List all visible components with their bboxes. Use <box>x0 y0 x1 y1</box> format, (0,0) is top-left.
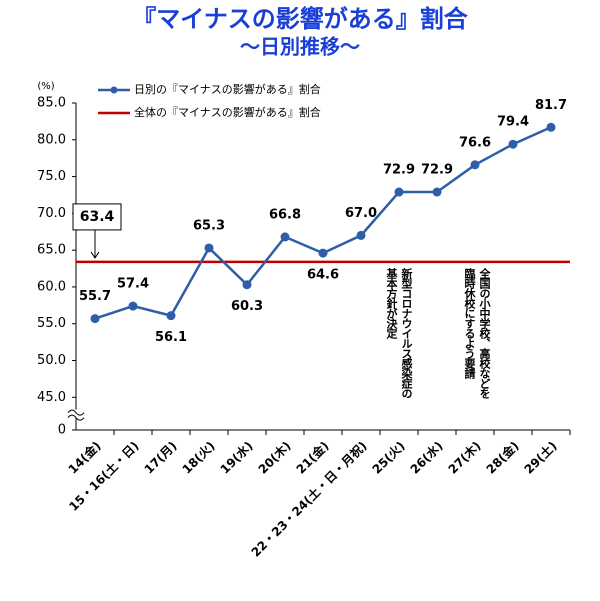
x-tick-label: 25(火) <box>370 439 408 477</box>
y-unit: (%) <box>37 81 54 92</box>
y-tick-label: 55.0 <box>37 316 66 331</box>
data-point <box>356 230 366 240</box>
x-tick-label: 26(水) <box>407 438 446 477</box>
data-label: 57.4 <box>117 277 149 292</box>
data-label: 72.9 <box>421 163 453 178</box>
data-label: 81.7 <box>535 98 567 113</box>
x-tick-label: 17(月) <box>142 439 180 477</box>
x-tick-label: 19(水) <box>217 438 256 477</box>
x-tick-label: 28(金) <box>483 438 522 477</box>
data-point <box>394 187 404 197</box>
chart-title: 『マイナスの影響がある』割合 <box>132 5 469 33</box>
data-label: 66.8 <box>269 207 301 222</box>
data-point <box>242 280 252 290</box>
x-tick-label: 14(金) <box>65 438 104 477</box>
legend: 日別の『マイナスの影響がある』割合 全体の『マイナスの影響がある』割合 <box>98 82 321 119</box>
x-tick-label: 20(木) <box>255 438 294 477</box>
y-tick-label: 70.0 <box>37 206 66 221</box>
y-tick-label: 75.0 <box>37 169 66 184</box>
data-label: 65.3 <box>193 218 225 233</box>
annotation: 新型コロナウイルス感染症の <box>400 267 413 399</box>
data-label: 67.0 <box>345 206 377 221</box>
callout-box <box>72 203 122 231</box>
data-point <box>546 122 556 132</box>
x-tick-label: 15・16(土・日) <box>66 438 142 514</box>
data-point <box>508 139 518 149</box>
data-point <box>432 187 442 197</box>
data-label: 76.6 <box>459 135 491 150</box>
data-label: 56.1 <box>155 330 187 345</box>
data-label: 55.7 <box>79 289 111 304</box>
x-tick-label: 29(土) <box>521 438 560 477</box>
data-point <box>166 311 176 321</box>
x-tick-label: 21(金) <box>293 438 332 477</box>
y-tick-label: 0 <box>58 423 66 438</box>
y-tick-label: 45.0 <box>37 390 66 405</box>
y-tick-label: 50.0 <box>37 353 66 368</box>
y-tick-label: 80.0 <box>37 132 66 147</box>
axis-break <box>67 409 85 421</box>
data-label: 79.4 <box>497 115 529 130</box>
x-tick-label: 18(火) <box>180 439 218 477</box>
data-point <box>280 232 290 242</box>
annotation: 全国の小中学校、高校などを <box>478 267 492 400</box>
legend-label: 全体の『マイナスの影響がある』割合 <box>134 105 321 119</box>
callout-arrow <box>90 229 100 259</box>
data-point <box>90 314 100 324</box>
axis-break <box>68 409 84 418</box>
legend-marker <box>110 86 118 94</box>
data-label: 72.9 <box>383 163 415 178</box>
data-point <box>204 243 214 253</box>
data-label: 64.6 <box>307 268 339 283</box>
callout-label: 63.4 <box>80 209 115 225</box>
data-point <box>318 248 328 258</box>
y-tick-label: 60.0 <box>37 279 66 294</box>
annotation: 臨時休校にするよう要請 <box>463 267 477 380</box>
y-tick-label: 85.0 <box>37 96 66 111</box>
y-tick-label: 65.0 <box>37 243 66 258</box>
chart-subtitle: ～日別推移～ <box>240 35 360 59</box>
legend-label: 日別の『マイナスの影響がある』割合 <box>134 82 321 96</box>
data-point <box>470 160 480 170</box>
data-point <box>128 301 138 311</box>
data-label: 60.3 <box>231 299 263 314</box>
annotation: 基本方針が決定 <box>385 267 399 340</box>
x-tick-label: 27(木) <box>445 438 484 477</box>
